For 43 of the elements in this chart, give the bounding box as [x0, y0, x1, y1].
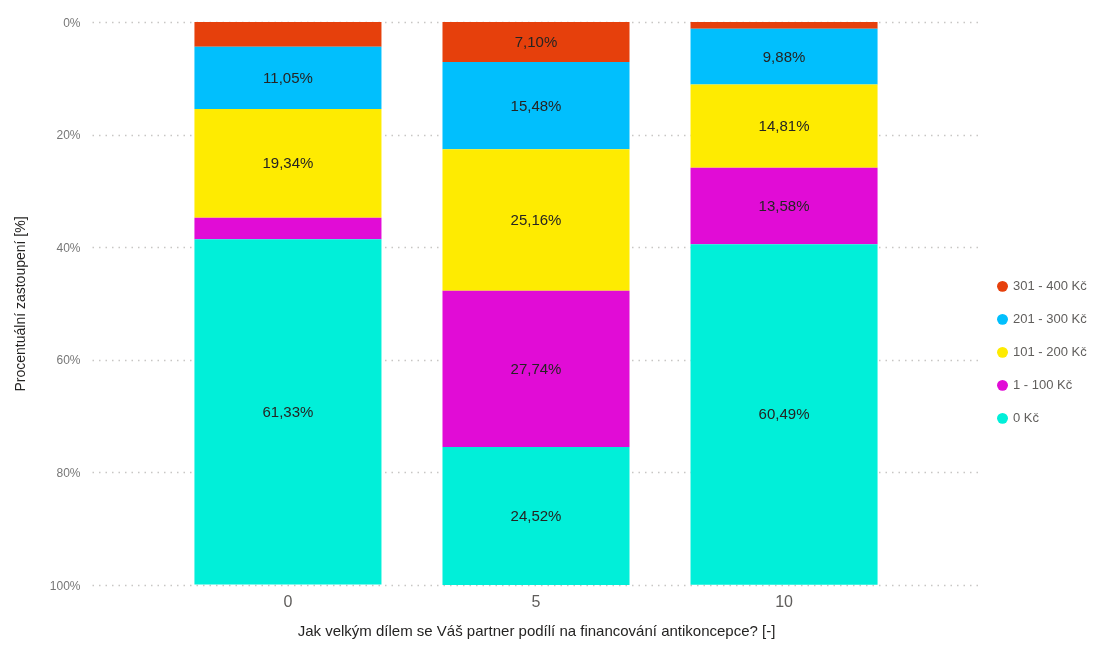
y-axis-title: Procentuální zastoupení [%]: [11, 216, 28, 392]
legend-label: 101 - 200 Kč: [1013, 344, 1088, 360]
bar: [690, 22, 878, 29]
x-tick-label: 0: [283, 592, 293, 610]
bar: [690, 244, 878, 585]
legend-label: 201 - 300 Kč: [1013, 311, 1088, 327]
data-label: 15,48%: [510, 96, 562, 114]
bar: [690, 167, 878, 245]
bar: [442, 149, 630, 291]
data-label: 60,49%: [758, 405, 810, 423]
bar: [194, 217, 382, 240]
data-label: 19,34%: [262, 154, 314, 172]
legend-label: 0 Kč: [1013, 410, 1040, 426]
data-label: 61,33%: [262, 402, 314, 420]
data-label: 27,74%: [510, 359, 562, 377]
y-tick-label: 100%: [49, 578, 81, 593]
y-tick-label: 20%: [56, 128, 81, 143]
data-label: 13,58%: [758, 196, 810, 214]
legend-label: 1 - 100 Kč: [1013, 377, 1073, 393]
bar: [690, 28, 878, 85]
y-tick-label: 80%: [56, 465, 81, 480]
data-label: 9,88%: [762, 47, 806, 65]
bar: [194, 108, 382, 218]
y-tick-label: 40%: [56, 240, 81, 255]
bar: [442, 446, 630, 585]
x-tick-label: 5: [531, 592, 541, 610]
legend-label: 301 - 400 Kč: [1013, 278, 1088, 294]
y-tick-label: 60%: [56, 353, 81, 368]
data-label: 25,16%: [510, 210, 562, 228]
bar: [194, 22, 382, 47]
data-label: 7,10%: [514, 32, 558, 50]
bar: [442, 290, 630, 447]
data-label: 14,81%: [758, 117, 810, 135]
y-tick-label: 0%: [63, 15, 81, 30]
bar: [442, 61, 630, 150]
x-axis-title: Jak velkým dílem se Váš partner podílí na financování antikoncepce? [-]: [297, 621, 776, 639]
bar: [194, 46, 382, 109]
x-tick-label: 10: [775, 592, 794, 610]
bar: [194, 239, 382, 585]
bar: [442, 22, 630, 62]
data-label: 11,05%: [263, 68, 313, 86]
bar: [690, 84, 878, 168]
data-label: 24,52%: [510, 506, 562, 524]
